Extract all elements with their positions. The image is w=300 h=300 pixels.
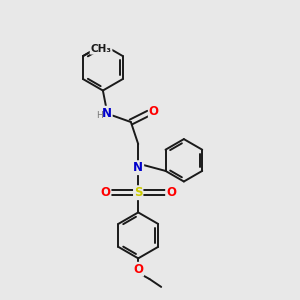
Text: O: O	[149, 105, 159, 118]
Text: O: O	[166, 186, 176, 199]
Text: S: S	[134, 186, 142, 199]
Text: O: O	[100, 186, 110, 199]
Text: H: H	[96, 111, 102, 120]
Text: CH₃: CH₃	[91, 44, 112, 54]
Text: O: O	[133, 263, 143, 276]
Text: N: N	[102, 107, 112, 120]
Text: N: N	[133, 161, 143, 174]
